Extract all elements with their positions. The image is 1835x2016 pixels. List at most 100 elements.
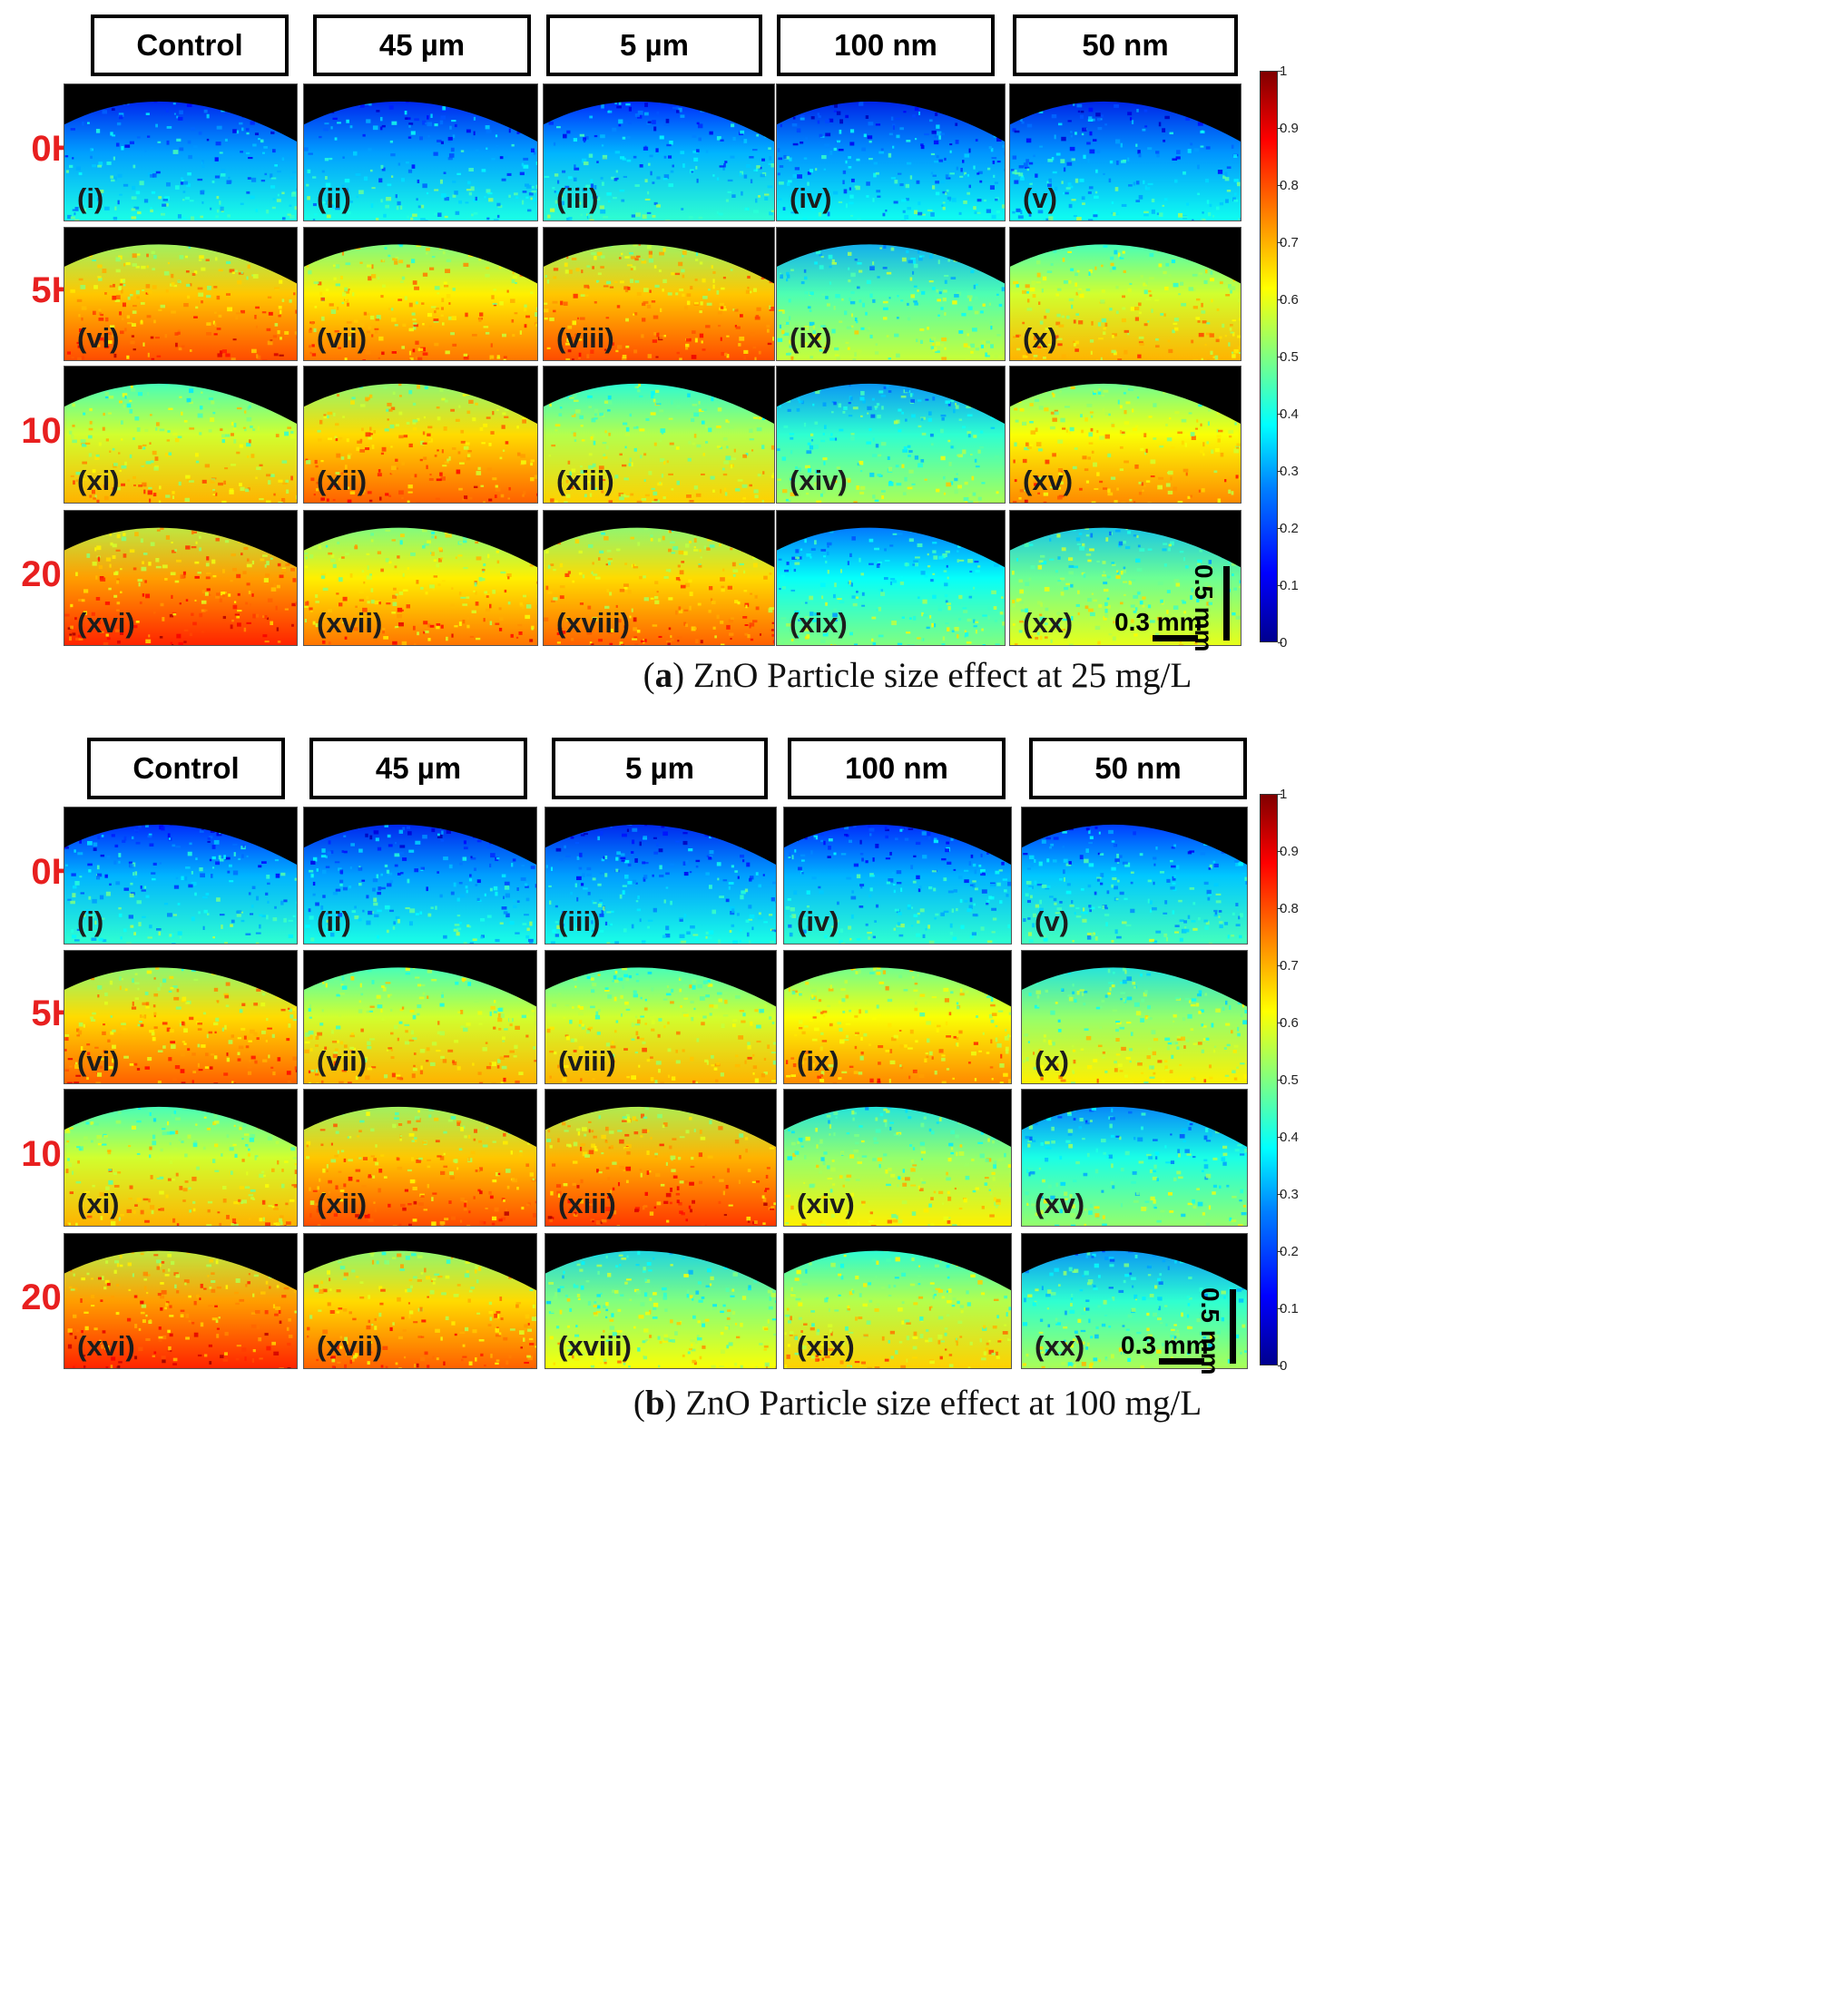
caption-text: ZnO Particle size effect at 100 mg/L [685, 1384, 1202, 1423]
oct-image: (v) [1009, 83, 1241, 221]
colorbar-tick-mark [1278, 585, 1282, 586]
intensity-map [1010, 228, 1241, 360]
oct-image: (xviii) [543, 510, 775, 646]
colorbar-tick-mark [1278, 1308, 1282, 1309]
intensity-map [544, 367, 774, 503]
intensity-map [64, 807, 297, 944]
colorbar-tick-mark [1278, 242, 1282, 243]
intensity-map [64, 367, 297, 503]
colorbar-tick-label: 0.3 [1280, 1187, 1299, 1202]
colorbar-tick-mark [1278, 794, 1282, 795]
intensity-map [1022, 1090, 1247, 1226]
panel-sublabel: (xvii) [317, 1330, 383, 1362]
oct-image: (ii) [303, 83, 538, 221]
oct-image: (ix) [783, 950, 1012, 1084]
oct-image: (xix) [783, 1233, 1012, 1369]
intensity-map [544, 511, 774, 645]
scalebar-vertical [1230, 1289, 1236, 1364]
panel-sublabel: (v) [1023, 182, 1057, 214]
intensity-map [777, 367, 1005, 503]
colorbar-tick-mark [1278, 1137, 1282, 1138]
colorbar-tick-mark [1278, 128, 1282, 129]
intensity-map [777, 84, 1005, 220]
colorbar-tick-label: 0.1 [1280, 1301, 1299, 1316]
oct-image: (xii) [303, 1089, 537, 1227]
intensity-map [1022, 951, 1247, 1083]
panel-sublabel: (ii) [317, 182, 351, 214]
panel-sublabel: (xii) [317, 1188, 368, 1219]
panel-sublabel: (xix) [797, 1330, 855, 1362]
intensity-map [545, 1090, 776, 1226]
scalebar-horizontal-label: 0.3 mm [1114, 608, 1202, 636]
colorbar-tick-mark [1278, 1251, 1282, 1252]
intensity-map [64, 511, 297, 645]
colorbar-tick-label: 0.7 [1280, 958, 1299, 974]
colorbar-tick-mark [1278, 71, 1282, 72]
colorbar-tick-mark [1278, 1194, 1282, 1195]
colorbar-tick-label: 0 [1280, 1358, 1288, 1374]
panel-sublabel: (xiii) [558, 1188, 616, 1219]
oct-image: (xii) [303, 366, 538, 504]
oct-image: (iii) [545, 807, 777, 944]
intensity-map [64, 84, 297, 220]
column-header: 100 nm [777, 15, 995, 76]
oct-image: (xi) [64, 1089, 298, 1227]
caption-letter: b [644, 1384, 665, 1423]
intensity-map [545, 807, 776, 944]
intensity-map [1010, 84, 1241, 220]
colorbar-tick-label: 0.9 [1280, 121, 1299, 136]
colorbar [1260, 794, 1278, 1365]
intensity-map [544, 228, 774, 360]
colorbar-tick-label: 1 [1280, 787, 1288, 802]
panel-sublabel: (vi) [77, 1045, 120, 1077]
oct-image: (iv) [783, 807, 1012, 944]
intensity-map [784, 951, 1011, 1083]
colorbar-tick-mark [1278, 1365, 1282, 1366]
oct-image: (xvii) [303, 510, 538, 646]
panel-sublabel: (xx) [1035, 1330, 1085, 1362]
panel-sublabel: (vii) [317, 1045, 368, 1077]
panel-sublabel: (xi) [77, 465, 120, 496]
intensity-map [777, 511, 1005, 645]
intensity-map [545, 951, 776, 1083]
intensity-map [304, 367, 537, 503]
panel-sublabel: (xvi) [77, 607, 135, 639]
column-header: 50 nm [1029, 738, 1247, 799]
oct-image: (xi) [64, 366, 298, 504]
colorbar-tick-label: 0.6 [1280, 1015, 1299, 1031]
panel-sublabel: (ix) [790, 322, 832, 354]
intensity-map [64, 1090, 297, 1226]
intensity-map [64, 1234, 297, 1368]
panel-sublabel: (ii) [317, 905, 351, 937]
panel-sublabel: (iv) [797, 905, 839, 937]
panel-sublabel: (xiv) [790, 465, 848, 496]
oct-image: (viii) [543, 227, 775, 361]
colorbar-tick-label: 0.7 [1280, 235, 1299, 250]
colorbar-tick-label: 1 [1280, 64, 1288, 79]
oct-image: (i) [64, 807, 298, 944]
colorbar-tick-label: 0 [1280, 635, 1288, 651]
intensity-map [784, 807, 1011, 944]
intensity-map [1022, 807, 1247, 944]
panel-sublabel: (xviii) [556, 607, 630, 639]
scalebar-horizontal-label: 0.3 mm [1121, 1331, 1209, 1359]
panel-sublabel: (viii) [558, 1045, 616, 1077]
oct-image: (x) [1021, 950, 1248, 1084]
column-header: 50 nm [1013, 15, 1238, 76]
intensity-map [777, 228, 1005, 360]
colorbar-tick-label: 0.2 [1280, 521, 1299, 536]
oct-image: (xvi) [64, 510, 298, 646]
panel-sublabel: (vi) [77, 322, 120, 354]
colorbar-tick-label: 0.6 [1280, 292, 1299, 308]
scalebar-horizontal [1159, 1358, 1204, 1365]
panel-sublabel: (xii) [317, 465, 368, 496]
panel-sublabel: (xv) [1023, 465, 1074, 496]
oct-image: (viii) [545, 950, 777, 1084]
panel-sublabel: (i) [77, 182, 104, 214]
panel-sublabel: (v) [1035, 905, 1069, 937]
intensity-map [304, 228, 537, 360]
panel-sublabel: (xiii) [556, 465, 614, 496]
oct-image: (xv) [1009, 366, 1241, 504]
intensity-map [304, 951, 536, 1083]
colorbar-tick-mark [1278, 908, 1282, 909]
